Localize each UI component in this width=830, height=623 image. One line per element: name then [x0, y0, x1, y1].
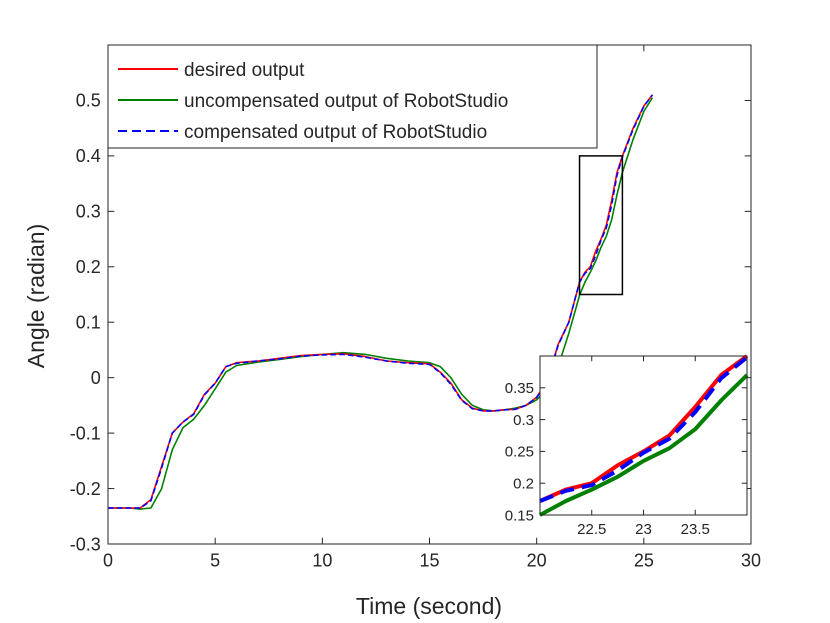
y-tick-label: 0.15 — [505, 507, 534, 524]
x-tick-label: 0 — [103, 551, 113, 571]
inset-plot: 22.5 23 23.5 0.15 0.2 0.25 0.3 0.35 — [505, 354, 749, 538]
y-tick-label: -0.1 — [70, 423, 101, 443]
series-line-uncompensated-output-of-robotstudio — [108, 97, 654, 510]
legend-label: desired output — [184, 60, 305, 81]
x-tick-label: 23 — [635, 521, 652, 538]
y-tick-label: 0.35 — [505, 380, 534, 397]
series-group — [108, 94, 654, 510]
x-tick-label: 23.5 — [681, 521, 710, 538]
y-tick-label: -0.3 — [70, 534, 101, 554]
y-tick-label: 0.2 — [76, 257, 101, 277]
x-tick-label: 10 — [312, 551, 332, 571]
series-line-compensated-output-of-robotstudio — [539, 355, 749, 503]
x-tick-label: 15 — [419, 551, 439, 571]
x-tick-label: 30 — [741, 551, 761, 571]
legend-label: compensated output of RobotStudio — [184, 122, 487, 143]
y-tick-label: -0.2 — [70, 479, 101, 499]
x-axis-label: Time (second) — [356, 593, 502, 619]
series-line-uncompensated-output-of-robotstudio — [539, 373, 749, 517]
y-tick-label: 0.2 — [513, 475, 534, 492]
zoom-region-box — [578, 155, 624, 296]
x-tick-label: 5 — [210, 551, 220, 571]
y-tick-label: 0 — [91, 368, 101, 388]
series-group — [539, 354, 749, 517]
series-line-desired-output — [108, 94, 654, 509]
y-tick-label: 0.3 — [76, 202, 101, 222]
y-tick-label: 0.25 — [505, 444, 534, 461]
legend-box — [107, 44, 598, 149]
y-axis-label: Angle (radian) — [23, 224, 49, 368]
legend-label: uncompensated output of RobotStudio — [184, 91, 508, 112]
y-tick-label: 0.3 — [513, 412, 534, 429]
y-tick-label: 0.5 — [76, 91, 101, 111]
x-tick-label: 25 — [634, 551, 654, 571]
y-tick-label: 0.4 — [76, 146, 101, 166]
y-tick-label: 0.1 — [76, 313, 101, 333]
legend: desired output uncompensated output of Ro… — [107, 44, 598, 149]
x-tick-label: 22.5 — [577, 521, 606, 538]
x-tick-label: 20 — [527, 551, 547, 571]
